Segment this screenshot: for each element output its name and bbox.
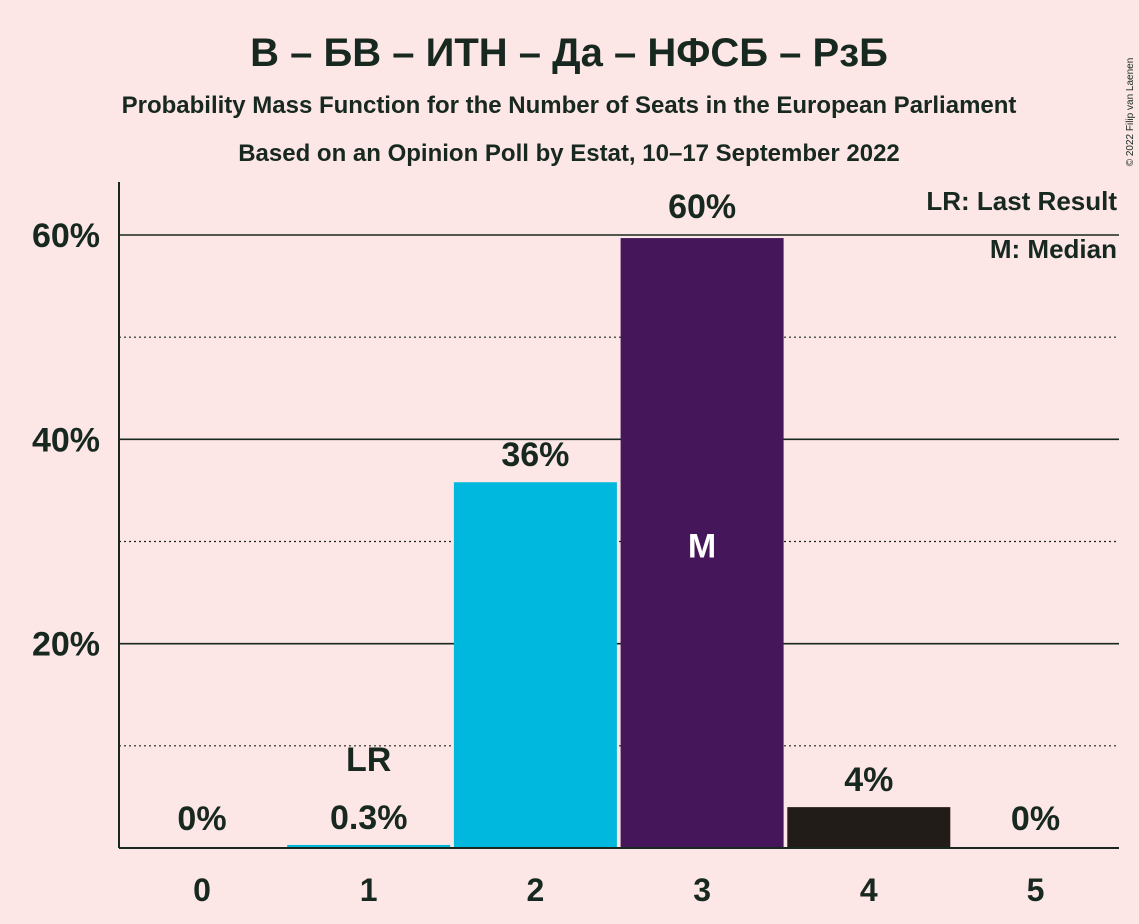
data-label: 0.3% bbox=[330, 799, 408, 837]
data-label: 0% bbox=[177, 800, 226, 838]
last-result-marker: LR bbox=[346, 741, 391, 779]
axes: 20% 40% 60% 0 1 2 3 4 5 bbox=[32, 182, 1119, 908]
y-tick-label: 40% bbox=[32, 421, 100, 459]
chart-title: В – БВ – ИТН – Да – НФСБ – РзБ bbox=[250, 31, 888, 75]
x-tick-label: 3 bbox=[693, 872, 711, 908]
data-label: 36% bbox=[501, 436, 569, 474]
y-tick-label: 60% bbox=[32, 217, 100, 255]
gridlines bbox=[119, 234, 1119, 747]
y-tick-label: 20% bbox=[32, 626, 100, 664]
x-tick-label: 1 bbox=[360, 872, 378, 908]
bar-4 bbox=[787, 807, 951, 848]
bar-2 bbox=[453, 482, 617, 848]
x-tick-label: 0 bbox=[193, 872, 211, 908]
chart-source-line: Based on an Opinion Poll by Estat, 10–17… bbox=[238, 140, 900, 167]
bars bbox=[287, 238, 951, 848]
x-tick-label: 4 bbox=[860, 872, 878, 908]
x-tick-label: 2 bbox=[527, 872, 545, 908]
copyright-credit: © 2022 Filip van Laenen bbox=[1125, 58, 1136, 167]
bar-1 bbox=[287, 844, 451, 848]
bar-3 bbox=[620, 238, 784, 848]
data-label: 4% bbox=[844, 761, 893, 799]
data-label: 0% bbox=[1011, 800, 1060, 838]
median-marker: M bbox=[688, 528, 716, 566]
x-tick-label: 5 bbox=[1027, 872, 1045, 908]
chart-subtitle: Probability Mass Function for the Number… bbox=[122, 92, 1017, 119]
legend-median: M: Median bbox=[990, 234, 1117, 264]
data-labels: 0% 0.3% LR 36% 60% M 4% 0% bbox=[177, 188, 1060, 838]
legend-last-result: LR: Last Result bbox=[926, 186, 1117, 216]
data-label: 60% bbox=[668, 188, 736, 226]
